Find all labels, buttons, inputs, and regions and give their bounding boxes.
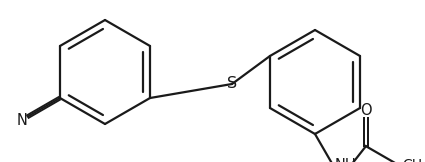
Text: NH: NH [335, 158, 357, 162]
Text: S: S [227, 75, 237, 91]
Text: O: O [360, 103, 372, 118]
Text: N: N [17, 112, 27, 127]
Text: CH₃: CH₃ [402, 158, 425, 162]
